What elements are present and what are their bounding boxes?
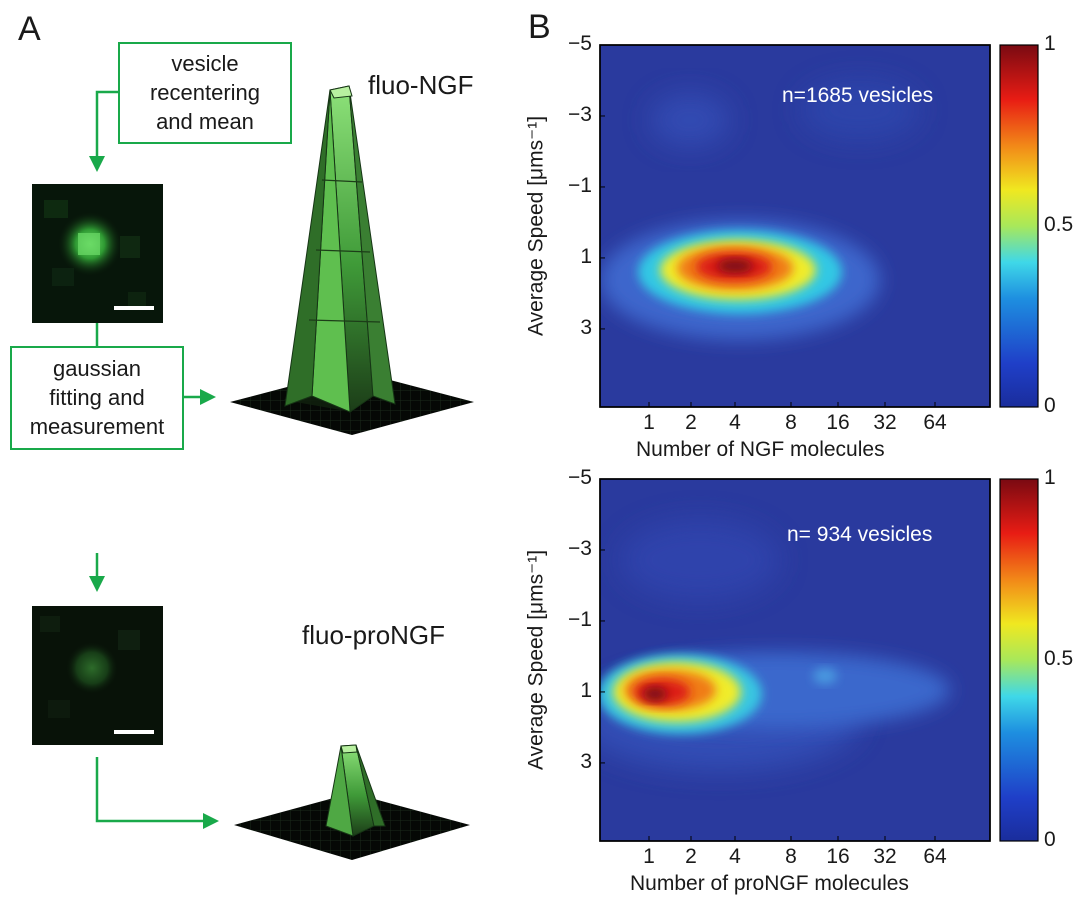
arrowhead-dim-surface bbox=[203, 813, 219, 829]
colorbar-prongf bbox=[999, 478, 1039, 842]
y-tick-label: 3 bbox=[580, 749, 592, 773]
fitting-box: gaussian fitting and measurement bbox=[10, 346, 184, 450]
y-tick-label: 3 bbox=[580, 315, 592, 339]
recentering-box-line2: recentering bbox=[149, 80, 261, 105]
x-tick-label: 1 bbox=[643, 845, 655, 868]
y-tick-label: 1 bbox=[580, 678, 592, 702]
recentering-box: vesicle recentering and mean bbox=[118, 42, 292, 144]
gaussian-surface-prongf bbox=[234, 744, 470, 860]
annotation-prongf: n= 934 vesicles bbox=[787, 523, 933, 546]
colorbar-tick-label: 0 bbox=[1044, 828, 1056, 851]
arrowhead-bright bbox=[89, 156, 105, 172]
colorbar-tick-label: 0.5 bbox=[1044, 213, 1074, 236]
x-tick-label: 4 bbox=[729, 845, 741, 868]
x-tick-label: 1 bbox=[643, 411, 655, 434]
vesicle-image-ngf bbox=[32, 184, 163, 323]
label-fluo-ngf: fluo-NGF bbox=[368, 70, 474, 100]
arrowhead-dim bbox=[89, 576, 105, 592]
xlabel-prongf: Number of proNGF molecules bbox=[630, 872, 909, 895]
arrowhead-fit bbox=[200, 389, 216, 405]
colorbar-tick-label: 1 bbox=[1044, 466, 1056, 489]
annotation-ngf: n=1685 vesicles bbox=[782, 84, 934, 107]
x-tick-label: 8 bbox=[785, 411, 797, 434]
heatmap-ngf bbox=[599, 44, 991, 408]
x-tick-label: 64 bbox=[923, 411, 947, 434]
heatmap-prongf-density bbox=[600, 520, 950, 770]
xlabel-ngf: Number of NGF molecules bbox=[636, 438, 885, 461]
fitting-box-line3: measurement bbox=[29, 414, 165, 439]
x-tick-label: 2 bbox=[685, 411, 697, 434]
x-tick-label: 2 bbox=[685, 845, 697, 868]
arrow-dim-to-surface bbox=[95, 757, 206, 823]
y-tick-label: −3 bbox=[568, 536, 592, 560]
recentering-box-line3: and mean bbox=[156, 109, 254, 134]
ylabel-ngf: Average Speed [μms⁻¹] bbox=[524, 115, 548, 337]
heatmap-ngf-density bbox=[600, 80, 920, 340]
colorbar-tick-label: 1 bbox=[1044, 32, 1056, 55]
y-tick-label: −3 bbox=[568, 102, 592, 126]
y-tick-label: −5 bbox=[568, 466, 592, 489]
x-tick-label: 16 bbox=[826, 845, 850, 868]
colorbar-ngf bbox=[999, 44, 1039, 408]
recentering-box-line1: vesicle bbox=[171, 51, 239, 76]
x-tick-label: 4 bbox=[729, 411, 741, 434]
colorbar-tick-label: 0.5 bbox=[1044, 647, 1074, 670]
heatmap-prongf bbox=[599, 478, 991, 842]
x-tick-label: 16 bbox=[826, 411, 850, 434]
label-fluo-prongf: fluo-proNGF bbox=[302, 620, 446, 650]
panel-letter-a: A bbox=[18, 10, 41, 48]
panel-letter-b: B bbox=[528, 8, 551, 46]
x-tick-label: 8 bbox=[785, 845, 797, 868]
x-tick-label: 32 bbox=[873, 845, 897, 868]
y-tick-label: −1 bbox=[568, 173, 592, 197]
arrow-to-bright-vesicle bbox=[95, 90, 118, 160]
panel-a-graphics bbox=[32, 85, 474, 860]
colorbar-tick-label: 0 bbox=[1044, 394, 1056, 417]
vesicle-image-prongf bbox=[32, 606, 163, 745]
gaussian-surface-ngf bbox=[230, 85, 474, 435]
y-tick-label: 1 bbox=[580, 244, 592, 268]
x-tick-label: 32 bbox=[873, 411, 897, 434]
y-tick-label: −1 bbox=[568, 607, 592, 631]
ylabel-prongf: Average Speed [μms⁻¹] bbox=[524, 549, 548, 771]
x-tick-label: 64 bbox=[923, 845, 947, 868]
fitting-box-line1: gaussian bbox=[52, 356, 142, 381]
fitting-box-line2: fitting and bbox=[49, 385, 145, 410]
y-tick-label: −5 bbox=[568, 32, 592, 55]
